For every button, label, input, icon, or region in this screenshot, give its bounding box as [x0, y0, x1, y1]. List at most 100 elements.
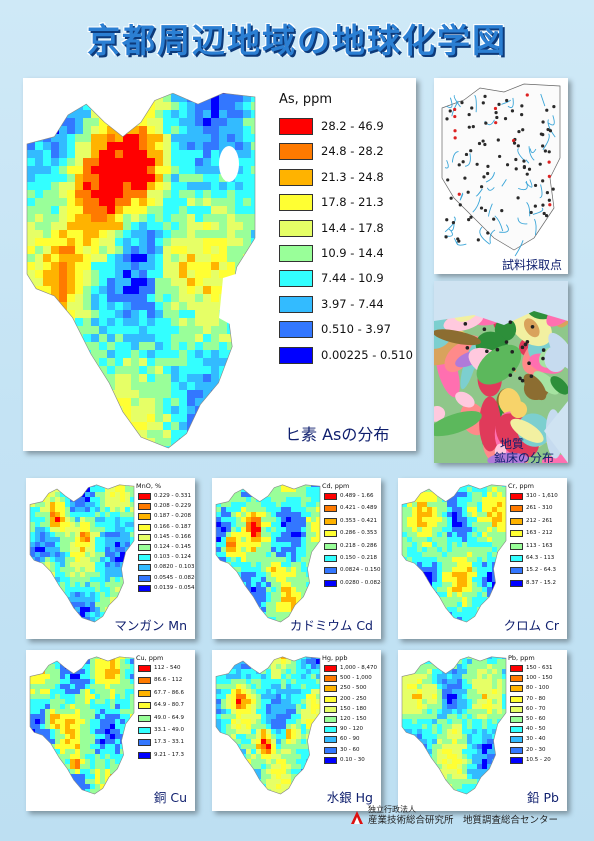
legend-swatch — [138, 702, 151, 710]
legend-swatch — [279, 295, 313, 313]
legend-label: 67.7 - 86.6 — [154, 689, 184, 696]
legend-label: 3.97 - 7.44 — [321, 296, 384, 311]
legend-label: 0.145 - 0.166 — [154, 533, 191, 540]
legend-swatch — [279, 168, 313, 186]
legend-swatch — [279, 219, 313, 237]
legend-swatch — [138, 503, 151, 511]
legend-swatch — [324, 685, 337, 693]
geology-map-caption-1: 地質 — [500, 437, 525, 451]
element-map-caption: マンガン Mn — [114, 618, 187, 633]
legend-label: 0.286 - 0.353 — [340, 530, 377, 537]
element-legend-title: Pb, ppm — [508, 654, 535, 662]
legend-label: 0.0280 - 0.0824 — [340, 579, 381, 586]
legend-label: 33.1 - 49.0 — [154, 727, 184, 733]
legend-swatch — [510, 675, 523, 683]
legend-swatch — [138, 574, 151, 582]
legend-swatch — [510, 555, 523, 562]
element-map-panel: Cr, ppm 310 - 1,610 261 - 310 212 - 261 163 … — [398, 478, 567, 639]
legend-swatch — [510, 726, 523, 734]
legend-label: 0.208 - 0.229 — [154, 503, 191, 510]
aist-logo — [350, 808, 364, 826]
legend-swatch — [324, 542, 337, 550]
legend-swatch — [279, 118, 313, 135]
legend-label: 24.8 - 28.2 — [321, 144, 384, 159]
legend-swatch — [138, 739, 151, 747]
legend-swatch — [279, 321, 313, 339]
element-map — [215, 484, 321, 623]
legend-label: 0.0545 - 0.0820 — [154, 574, 195, 581]
legend-label: 310 - 1,610 — [526, 493, 558, 499]
legend-swatch — [510, 705, 523, 713]
legend-label: 17.8 - 21.3 — [321, 195, 384, 210]
legend-label: 90 - 120 — [340, 726, 363, 733]
legend-swatch — [510, 746, 523, 754]
legend-label: 30 - 40 — [526, 736, 546, 743]
legend-swatch — [138, 677, 151, 685]
legend-label: 0.218 - 0.286 — [340, 542, 377, 549]
element-map-caption: 銅 Cu — [153, 790, 187, 805]
legend-label: 163 - 212 — [526, 530, 553, 537]
element-legend-title: Hg, ppb — [322, 654, 348, 662]
legend-label: 261 - 310 — [526, 505, 553, 512]
legend-swatch — [510, 567, 523, 575]
legend-swatch — [279, 346, 313, 364]
legend-label: 49.0 - 64.9 — [154, 714, 184, 721]
legend-swatch — [138, 544, 151, 551]
legend-label: 7.44 - 10.9 — [321, 271, 384, 286]
legend-label: 64.3 - 113 — [526, 555, 555, 561]
element-map-caption: カドミウム Cd — [289, 618, 373, 633]
legend-label: 64.9 - 80.7 — [154, 702, 184, 709]
legend-swatch — [324, 726, 337, 734]
legend-label: 112 - 540 — [154, 665, 181, 671]
element-legend-title: Cu, ppm — [136, 654, 164, 662]
legend-label: 14.4 - 17.8 — [321, 220, 384, 235]
legend-label: 150 - 631 — [526, 665, 553, 671]
arsenic-legend-title: As, ppm — [279, 92, 333, 107]
legend-swatch — [510, 665, 523, 672]
element-map-panel: MnO, % 0.229 - 0.331 0.208 - 0.229 0.187 - … — [26, 478, 195, 639]
legend-swatch — [324, 567, 337, 575]
legend-label: 0.150 - 0.218 — [340, 555, 377, 561]
footer-line-1: 独立行政法人 — [368, 805, 416, 814]
legend-swatch — [324, 716, 337, 723]
legend-label: 0.10 - 30 — [340, 756, 365, 763]
legend-swatch — [279, 194, 313, 212]
element-legend-title: MnO, % — [136, 482, 162, 490]
element-legend-title: Cd, ppm — [322, 482, 350, 490]
legend-swatch — [138, 493, 151, 500]
legend-swatch — [324, 555, 337, 562]
legend-label: 150 - 180 — [340, 705, 367, 712]
legend-label: 0.353 - 0.421 — [340, 517, 377, 524]
legend-label: 10.9 - 14.4 — [321, 246, 384, 260]
legend-label: 0.0139 - 0.0545 — [154, 584, 195, 591]
legend-swatch — [138, 564, 151, 572]
legend-label: 0.421 - 0.489 — [340, 505, 377, 512]
geology-map — [434, 281, 568, 463]
legend-swatch — [510, 530, 523, 538]
element-map-caption: 水銀 Hg — [326, 790, 373, 805]
arsenic-map-caption: ヒ素 Asの分布 — [285, 425, 390, 444]
legend-swatch — [138, 523, 151, 531]
legend-swatch — [138, 665, 151, 672]
legend-label: 21.3 - 24.8 — [321, 169, 384, 184]
legend-label: 60 - 70 — [526, 705, 546, 712]
geology-map-caption-2: 鉱床の分布 — [494, 451, 555, 463]
element-map — [401, 484, 507, 623]
legend-swatch — [279, 270, 313, 288]
legend-swatch — [510, 493, 523, 500]
legend-label: 9.21 - 17.3 — [154, 751, 184, 758]
legend-label: 212 - 261 — [526, 517, 553, 524]
legend-label: 0.0820 - 0.103 — [154, 564, 195, 571]
sampling-points-map — [441, 83, 561, 257]
legend-swatch — [510, 579, 523, 587]
legend-swatch — [324, 665, 337, 672]
legend-swatch — [510, 505, 523, 513]
legend-label: 0.229 - 0.331 — [154, 493, 191, 499]
legend-label: 0.00225 - 0.510 — [321, 347, 413, 362]
legend-label: 500 - 1,000 — [340, 675, 372, 682]
legend-label: 10.5 - 20 — [526, 756, 551, 763]
legend-label: 0.187 - 0.208 — [154, 513, 191, 520]
legend-swatch — [324, 736, 337, 744]
legend-label: 30 - 60 — [340, 746, 360, 753]
legend-swatch — [510, 756, 523, 764]
